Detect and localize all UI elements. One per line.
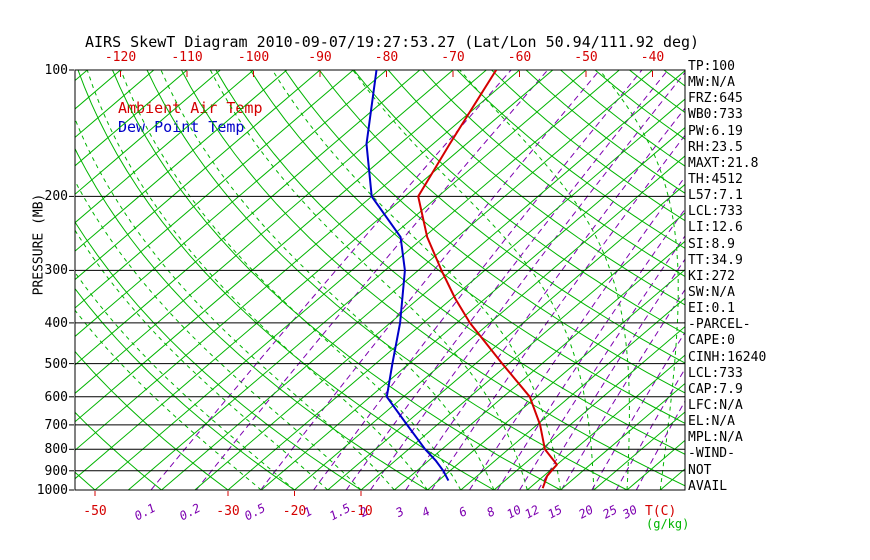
pressure-label: 200	[44, 189, 68, 205]
pressure-label: 300	[44, 263, 68, 279]
top-temp-label: -50	[574, 50, 598, 65]
stat-line: CINH:16240	[688, 349, 767, 365]
top-temp-label: -70	[441, 50, 465, 65]
stat-line: TP:100	[688, 59, 735, 74]
stat-line: MPL:N/A	[688, 430, 743, 446]
mixing-ratio-label: 8	[484, 504, 498, 520]
mixing-ratio-label: 10	[503, 502, 524, 522]
bottom-temp-label: -30	[216, 504, 240, 519]
top-temp-label: -100	[237, 50, 270, 65]
mixing-ratio-label: 0.5	[241, 500, 268, 524]
stat-line: NOT	[688, 462, 712, 478]
isotherm-lines	[75, 70, 685, 490]
stat-line: EI:0.1	[688, 301, 735, 317]
mixing-ratio-label: 6	[457, 504, 470, 520]
pressure-label: 400	[44, 315, 68, 331]
mixing-ratio-label: 0.2	[177, 500, 204, 524]
mixing-ratio-label: 30	[620, 502, 641, 522]
mixing-ratio-unit-label: (g/kg)	[646, 517, 690, 531]
stat-line: SW:N/A	[688, 284, 735, 300]
stat-line: RH:23.5	[688, 139, 743, 155]
stat-line: LCL:733	[688, 365, 743, 381]
ambient-air-temp-curve	[417, 70, 558, 489]
bottom-temp-label: -50	[83, 504, 107, 519]
mixing-ratio-label: 0.1	[132, 500, 158, 524]
pressure-label: 700	[44, 417, 68, 433]
top-temp-label: -80	[374, 50, 399, 65]
top-temp-label: -110	[171, 50, 203, 65]
top-temp-axis: -120 -110 -100 -90 -80 -70 -60 -50 -40	[0, 50, 870, 65]
legend-ambient-air-temp: Ambient Air Temp	[118, 99, 263, 117]
mixing-ratio-lines	[150, 70, 685, 490]
dew-point-temp-curve	[365, 70, 450, 482]
pressure-label: 800	[44, 442, 68, 458]
pressure-axis: 100 200 300 400 500 600 700 800 900 1000	[0, 0, 80, 560]
top-temp-label: -120	[104, 50, 137, 65]
plot-border	[74, 69, 686, 491]
moist-adiabat-lines	[75, 70, 679, 490]
chart-title: AIRS SkewT Diagram 2010-09-07/19:27:53.2…	[85, 33, 700, 51]
top-temp-label: -90	[308, 50, 332, 65]
mixing-ratio-label: 12	[522, 502, 542, 522]
stat-line: LCL:733	[688, 204, 743, 220]
stat-line: AVAIL	[688, 478, 728, 494]
temp-unit-label: T(C)	[645, 504, 677, 519]
stat-line: PW:6.19	[688, 123, 743, 139]
pressure-label: 900	[44, 463, 68, 479]
stat-line: SI:8.9	[688, 236, 735, 252]
pressure-label: 1000	[36, 483, 68, 498]
stat-line: -WIND-	[688, 446, 735, 462]
stat-line: -PARCEL-	[688, 317, 751, 333]
bottom-temp-label: -20	[282, 504, 307, 519]
stat-line: FRZ:645	[688, 91, 743, 107]
mixing-ratio-label: 3	[393, 504, 407, 520]
stat-line: MW:N/A	[688, 75, 735, 91]
axis-ticks	[69, 69, 653, 496]
stat-line: MAXT:21.8	[688, 155, 759, 171]
mixing-ratio-label: 25	[600, 502, 620, 522]
mixing-ratio-label: 4	[419, 504, 433, 520]
stat-line: CAPE:0	[688, 333, 735, 349]
stat-line: EL:N/A	[688, 414, 735, 430]
bottom-temp-label: -10	[349, 504, 373, 519]
top-temp-label: -60	[507, 50, 532, 65]
stat-line: WB0:733	[688, 107, 743, 123]
stat-line: KI:272	[688, 268, 735, 284]
mixing-ratio-label: 20	[576, 502, 596, 522]
stat-line: TH:4512	[688, 171, 743, 187]
stat-line: CAP:7.9	[688, 381, 743, 397]
stats-panel: TP:100 MW:N/A FRZ:645 WB0:733 PW:6.19 RH:23.5…	[688, 59, 766, 495]
pressure-label: 600	[44, 389, 68, 405]
top-temp-label: -40	[640, 50, 665, 65]
pressure-label: 500	[44, 356, 68, 372]
stat-line: LI:12.6	[688, 220, 743, 236]
stat-line: LFC:N/A	[688, 397, 743, 413]
pressure-label: 100	[44, 63, 68, 78]
stat-line: TT:34.9	[688, 252, 743, 268]
mixing-ratio-label: 15	[545, 502, 565, 522]
stat-line: L57:7.1	[688, 188, 743, 204]
